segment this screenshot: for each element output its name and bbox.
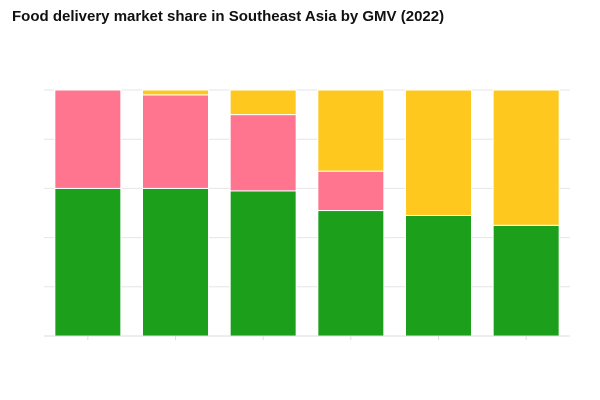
bar-segment-series1-cat1 <box>54 187 122 337</box>
gridlines <box>44 89 570 337</box>
bar-segment-series1-cat3 <box>229 190 297 337</box>
bar-segment-series2-cat2 <box>142 94 209 189</box>
bars <box>54 89 560 337</box>
bar-segment-series3-cat6 <box>492 89 560 226</box>
bar-segment-series1-cat5 <box>405 214 472 337</box>
bar-segment-series3-cat5 <box>405 89 472 216</box>
x-axis <box>44 335 570 340</box>
bar-segment-series2-cat3 <box>229 114 297 192</box>
bar-segment-series1-cat4 <box>317 210 385 337</box>
bar-segment-series2-cat1 <box>54 89 122 189</box>
bar-segment-series1-cat2 <box>142 187 209 337</box>
bar-segment-series3-cat2 <box>142 89 209 96</box>
chart-title: Food delivery market share in Southeast … <box>12 8 445 25</box>
bar-segment-series1-cat6 <box>492 224 560 337</box>
bar-segment-series3-cat4 <box>317 89 385 172</box>
bar-segment-series3-cat3 <box>229 89 297 116</box>
bar-segment-series2-cat4 <box>317 170 385 212</box>
